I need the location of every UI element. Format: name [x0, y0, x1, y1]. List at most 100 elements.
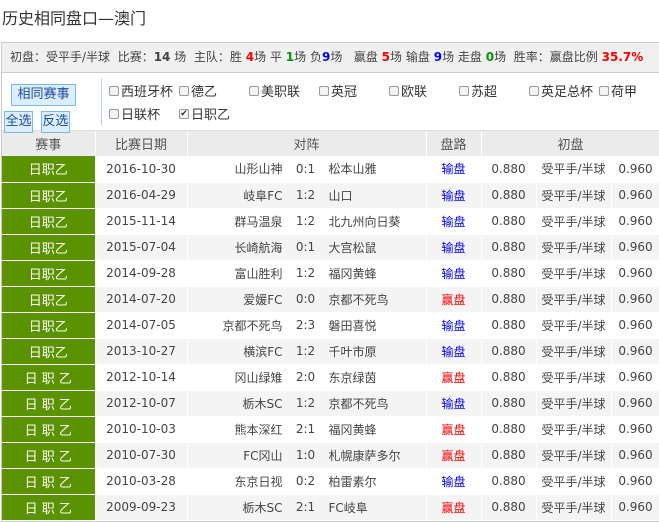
win-pan-label: 赢盘 — [353, 50, 378, 64]
score[interactable]: 0:1 — [295, 161, 316, 176]
away-team[interactable]: 松本山雅 — [328, 162, 377, 177]
result-cell: 输盘 — [426, 208, 482, 235]
score[interactable]: 1:2 — [295, 214, 316, 228]
league-checkbox[interactable]: 日联杯 — [109, 104, 160, 123]
away-odds: 0.960 — [611, 234, 659, 261]
league-checkbox[interactable]: 德乙 — [179, 81, 217, 100]
league-checkbox[interactable]: 荷甲 — [599, 81, 637, 100]
league-label: 英冠 — [331, 85, 358, 100]
home-team[interactable]: 横滨FC — [243, 344, 283, 359]
league-cell[interactable]: 日 职 乙 — [2, 416, 96, 443]
table-row: 日 职 乙 2010-03-28 东京日视 0:2 柏雷素尔 输盘 0.880 受平… — [2, 468, 659, 495]
home-team[interactable]: 山形山神 — [234, 162, 283, 177]
away-team[interactable]: 东京绿茵 — [328, 370, 377, 385]
league-cell[interactable]: 日职乙 — [2, 182, 96, 209]
score[interactable]: 1:0 — [295, 448, 316, 462]
league-label: 西班牙杯 — [121, 85, 174, 100]
checkbox-icon[interactable] — [599, 85, 609, 96]
home-team[interactable]: 东京日视 — [234, 474, 283, 489]
score[interactable]: 2:0 — [295, 370, 316, 384]
home-team[interactable]: 富山胜利 — [234, 266, 283, 281]
away-team[interactable]: 大宫松鼠 — [328, 240, 377, 255]
league-checkbox[interactable]: 西班牙杯 — [109, 81, 173, 100]
league-cell[interactable]: 日 职 乙 — [2, 364, 96, 391]
header-league[interactable]: 赛事 — [2, 131, 96, 156]
home-team[interactable]: 熊本深红 — [234, 422, 283, 437]
league-cell[interactable]: 日 职 乙 — [2, 442, 96, 469]
league-checkbox[interactable]: 英足总杯 — [529, 81, 593, 100]
match-cell: 京都不死鸟 2:3 磐田喜悦 — [187, 312, 427, 339]
score[interactable]: 0:0 — [295, 292, 316, 306]
away-team[interactable]: 千叶市原 — [328, 344, 377, 359]
home-team[interactable]: FC冈山 — [243, 448, 283, 463]
league-label: 荷甲 — [611, 85, 638, 100]
checkbox-icon[interactable] — [179, 85, 189, 96]
score[interactable]: 0:1 — [295, 240, 316, 254]
header-date[interactable]: 比赛日期 — [95, 131, 188, 156]
league-checkbox[interactable]: 欧联 — [389, 81, 427, 100]
league-cell[interactable]: 日 职 乙 — [2, 390, 96, 417]
away-team[interactable]: 柏雷素尔 — [328, 474, 377, 489]
away-team[interactable]: 札幌康萨多尔 — [328, 448, 401, 463]
loss-label: 负 — [309, 50, 322, 64]
league-checkbox[interactable]: 英冠 — [319, 81, 357, 100]
same-league-button[interactable]: 相同赛事 — [11, 84, 76, 106]
away-team[interactable]: 京都不死鸟 — [328, 292, 389, 307]
score[interactable]: 1:2 — [295, 188, 316, 202]
score[interactable]: 2:1 — [295, 422, 316, 436]
league-cell[interactable]: 日 职 乙 — [2, 494, 96, 521]
home-team[interactable]: 爱媛FC — [243, 292, 283, 307]
score[interactable]: 1:2 — [295, 266, 316, 280]
checkbox-icon[interactable] — [389, 85, 399, 96]
league-cell[interactable]: 日职乙 — [2, 286, 96, 313]
away-team[interactable]: 山口 — [328, 188, 353, 203]
league-checkbox[interactable]: ✔ 日职乙 — [179, 104, 230, 123]
home-team[interactable]: 岐阜FC — [243, 188, 283, 203]
score[interactable]: 2:3 — [295, 318, 316, 332]
handicap-label: 初盘：受平手/半球 — [10, 50, 111, 64]
league-cell[interactable]: 日职乙 — [2, 208, 96, 235]
league-checkbox[interactable]: 美职联 — [249, 81, 300, 100]
away-team[interactable]: 磐田喜悦 — [328, 318, 377, 333]
checkbox-icon[interactable] — [529, 85, 539, 96]
draws: 1 — [285, 50, 295, 64]
checkbox-icon[interactable] — [249, 85, 259, 96]
away-team[interactable]: FC岐阜 — [328, 500, 368, 515]
unit: 场 — [390, 50, 403, 64]
league-label: 苏超 — [471, 85, 498, 100]
home-team[interactable]: 栃木SC — [242, 396, 283, 411]
league-cell[interactable]: 日职乙 — [2, 260, 96, 287]
away-team[interactable]: 北九州向日葵 — [328, 214, 401, 229]
match-cell: 栃木SC 1:2 京都不死鸟 — [187, 390, 427, 417]
checkbox-icon[interactable]: ✔ — [179, 108, 189, 119]
away-odds: 0.960 — [611, 260, 659, 287]
league-cell[interactable]: 日 职 乙 — [2, 468, 96, 495]
league-cell[interactable]: 日职乙 — [2, 312, 96, 339]
home-team[interactable]: 长崎航海 — [234, 240, 283, 255]
checkbox-icon[interactable] — [319, 85, 329, 96]
handicap: 受平手/半球 — [536, 364, 612, 391]
away-team[interactable]: 京都不死鸟 — [328, 396, 389, 411]
select-all-button[interactable]: 全选 — [4, 111, 33, 133]
result-cell: 输盘 — [426, 390, 482, 417]
home-team[interactable]: 群马温泉 — [234, 214, 283, 229]
away-team[interactable]: 福冈黄蜂 — [328, 266, 377, 281]
table-row: 日职乙 2015-11-14 群马温泉 1:2 北九州向日葵 输盘 0.880 受平… — [2, 208, 659, 235]
league-cell[interactable]: 日职乙 — [2, 234, 96, 261]
home-team[interactable]: 栃木SC — [242, 500, 283, 515]
checkbox-icon[interactable] — [459, 85, 469, 96]
score[interactable]: 0:2 — [295, 474, 316, 488]
league-cell[interactable]: 日职乙 — [2, 156, 96, 183]
score[interactable]: 1:2 — [295, 344, 316, 358]
score[interactable]: 2:1 — [295, 500, 316, 514]
score[interactable]: 1:2 — [295, 396, 316, 410]
league-checkbox[interactable]: 苏超 — [459, 81, 497, 100]
away-team[interactable]: 福冈黄蜂 — [328, 422, 377, 437]
league-cell[interactable]: 日职乙 — [2, 338, 96, 365]
invert-select-button[interactable]: 反选 — [40, 111, 70, 133]
league-label: 欧联 — [401, 85, 428, 100]
home-team[interactable]: 冈山绿雉 — [234, 370, 283, 385]
checkbox-icon[interactable] — [109, 108, 119, 119]
checkbox-icon[interactable] — [109, 85, 119, 96]
home-team[interactable]: 京都不死鸟 — [222, 318, 283, 333]
